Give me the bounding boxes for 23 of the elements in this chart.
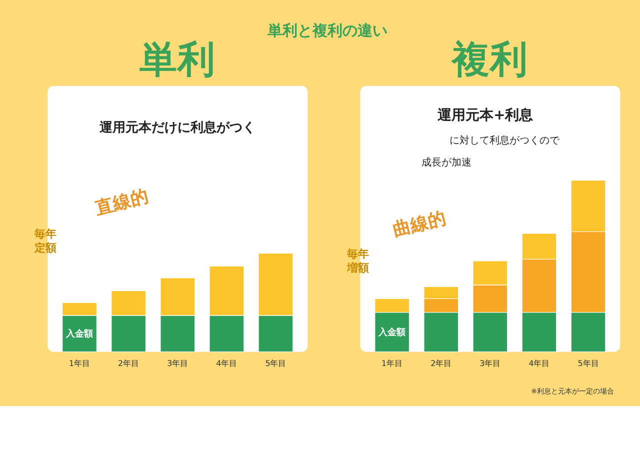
chart-title: 単利 [140,37,216,82]
x-tick-label: 4年目 [528,359,550,368]
text: 運用元本だけに利息がつく [98,120,256,136]
chart-title: 複利 [450,37,528,82]
series-label: 入金額 [378,327,406,338]
annotation: 毎年増額 [346,248,370,274]
x-tick-label: 1年目 [68,359,90,368]
text: 成長が加速 [422,156,472,168]
text: に対して利息がつくので [449,134,560,146]
x-tick-label: 2年目 [118,359,140,368]
annotation: 毎年定額 [34,228,57,255]
series-label: 入金額 [65,328,94,340]
annotation: 曲線的 [390,208,448,242]
text: 運用元本+利息 [436,108,534,124]
text: 直線的 [92,186,151,220]
x-tick-label: 3年目 [480,359,501,368]
x-tick-label: 2年目 [430,359,452,368]
x-tick-label: 5年目 [265,359,286,368]
x-tick-label: 3年目 [167,359,188,368]
x-tick-label: 5年目 [578,359,599,368]
x-tick-label: 4年目 [216,359,238,368]
x-tick-label: 1年目 [382,359,403,368]
text: 単利と複利の違い [266,21,388,40]
